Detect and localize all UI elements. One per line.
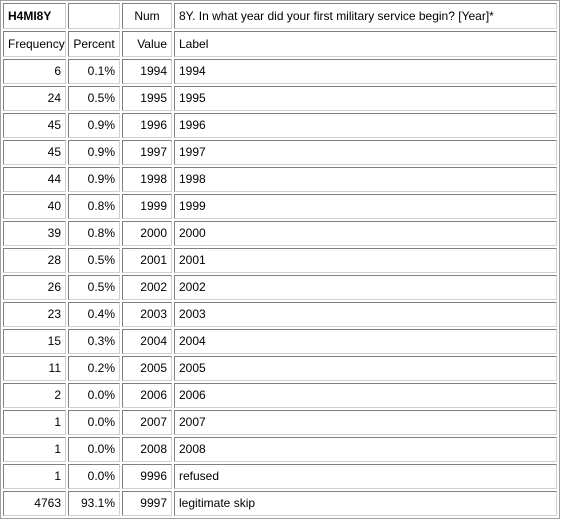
label-cell: refused <box>174 464 557 489</box>
table-row: 15 0.3% 2004 2004 <box>3 329 557 354</box>
percent-cell: 0.5% <box>68 86 120 111</box>
variable-type: Num <box>122 3 172 29</box>
percent-cell: 0.5% <box>68 275 120 300</box>
table-row: 24 0.5% 1995 1995 <box>3 86 557 111</box>
label-cell: 2008 <box>174 437 557 462</box>
variable-header-row: H4MI8Y Num 8Y. In what year did your fir… <box>3 3 557 29</box>
label-cell: 1996 <box>174 113 557 138</box>
percent-cell: 0.5% <box>68 248 120 273</box>
label-cell: 2005 <box>174 356 557 381</box>
value-cell: 2000 <box>122 221 172 246</box>
label-cell: 2006 <box>174 383 557 408</box>
value-cell: 2005 <box>122 356 172 381</box>
label-cell: 1999 <box>174 194 557 219</box>
table-row: 1 0.0% 2007 2007 <box>3 410 557 435</box>
percent-cell: 0.3% <box>68 329 120 354</box>
variable-name: H4MI8Y <box>3 3 66 29</box>
table-row: 39 0.8% 2000 2000 <box>3 221 557 246</box>
value-cell: 1999 <box>122 194 172 219</box>
percent-cell: 93.1% <box>68 491 120 516</box>
header-blank-cell <box>68 3 120 29</box>
percent-cell: 0.8% <box>68 194 120 219</box>
value-cell: 1998 <box>122 167 172 192</box>
percent-cell: 0.1% <box>68 59 120 84</box>
value-cell: 1996 <box>122 113 172 138</box>
value-cell: 1997 <box>122 140 172 165</box>
value-cell: 2003 <box>122 302 172 327</box>
table-row: 26 0.5% 2002 2002 <box>3 275 557 300</box>
percent-cell: 0.9% <box>68 113 120 138</box>
label-cell: 2007 <box>174 410 557 435</box>
table-row: 45 0.9% 1996 1996 <box>3 113 557 138</box>
label-cell: legitimate skip <box>174 491 557 516</box>
frequency-cell: 1 <box>3 410 66 435</box>
percent-cell: 0.9% <box>68 167 120 192</box>
frequency-cell: 23 <box>3 302 66 327</box>
value-cell: 2002 <box>122 275 172 300</box>
value-cell: 2007 <box>122 410 172 435</box>
label-cell: 1997 <box>174 140 557 165</box>
table-row: 23 0.4% 2003 2003 <box>3 302 557 327</box>
label-cell: 2002 <box>174 275 557 300</box>
label-cell: 1994 <box>174 59 557 84</box>
label-column-header: Label <box>174 31 557 57</box>
label-cell: 2004 <box>174 329 557 354</box>
table-row: 1 0.0% 2008 2008 <box>3 437 557 462</box>
table-row: 6 0.1% 1994 1994 <box>3 59 557 84</box>
frequency-cell: 1 <box>3 464 66 489</box>
frequency-cell: 6 <box>3 59 66 84</box>
frequency-column-header: Frequency <box>3 31 66 57</box>
percent-cell: 0.9% <box>68 140 120 165</box>
percent-cell: 0.0% <box>68 437 120 462</box>
frequency-cell: 2 <box>3 383 66 408</box>
label-cell: 1998 <box>174 167 557 192</box>
percent-cell: 0.0% <box>68 410 120 435</box>
frequency-cell: 39 <box>3 221 66 246</box>
value-cell: 2006 <box>122 383 172 408</box>
label-cell: 1995 <box>174 86 557 111</box>
frequency-cell: 45 <box>3 113 66 138</box>
percent-cell: 0.2% <box>68 356 120 381</box>
percent-cell: 0.8% <box>68 221 120 246</box>
value-cell: 2004 <box>122 329 172 354</box>
value-cell: 9997 <box>122 491 172 516</box>
table-row: 4763 93.1% 9997 legitimate skip <box>3 491 557 516</box>
table-row: 44 0.9% 1998 1998 <box>3 167 557 192</box>
column-header-row: Frequency Percent Value Label <box>3 31 557 57</box>
frequency-cell: 40 <box>3 194 66 219</box>
percent-cell: 0.0% <box>68 464 120 489</box>
table-row: 1 0.0% 9996 refused <box>3 464 557 489</box>
value-column-header: Value <box>122 31 172 57</box>
frequency-cell: 26 <box>3 275 66 300</box>
percent-cell: 0.4% <box>68 302 120 327</box>
table-row: 11 0.2% 2005 2005 <box>3 356 557 381</box>
frequency-cell: 1 <box>3 437 66 462</box>
frequency-cell: 44 <box>3 167 66 192</box>
table-row: 40 0.8% 1999 1999 <box>3 194 557 219</box>
frequency-cell: 4763 <box>3 491 66 516</box>
frequency-cell: 45 <box>3 140 66 165</box>
question-text: 8Y. In what year did your first military… <box>174 3 557 29</box>
value-cell: 1994 <box>122 59 172 84</box>
value-cell: 1995 <box>122 86 172 111</box>
value-cell: 2008 <box>122 437 172 462</box>
table-row: 28 0.5% 2001 2001 <box>3 248 557 273</box>
percent-cell: 0.0% <box>68 383 120 408</box>
value-cell: 9996 <box>122 464 172 489</box>
frequency-cell: 28 <box>3 248 66 273</box>
table-row: 45 0.9% 1997 1997 <box>3 140 557 165</box>
frequency-cell: 11 <box>3 356 66 381</box>
label-cell: 2000 <box>174 221 557 246</box>
percent-column-header: Percent <box>68 31 120 57</box>
frequency-cell: 24 <box>3 86 66 111</box>
label-cell: 2003 <box>174 302 557 327</box>
table-row: 2 0.0% 2006 2006 <box>3 383 557 408</box>
frequency-cell: 15 <box>3 329 66 354</box>
value-cell: 2001 <box>122 248 172 273</box>
label-cell: 2001 <box>174 248 557 273</box>
